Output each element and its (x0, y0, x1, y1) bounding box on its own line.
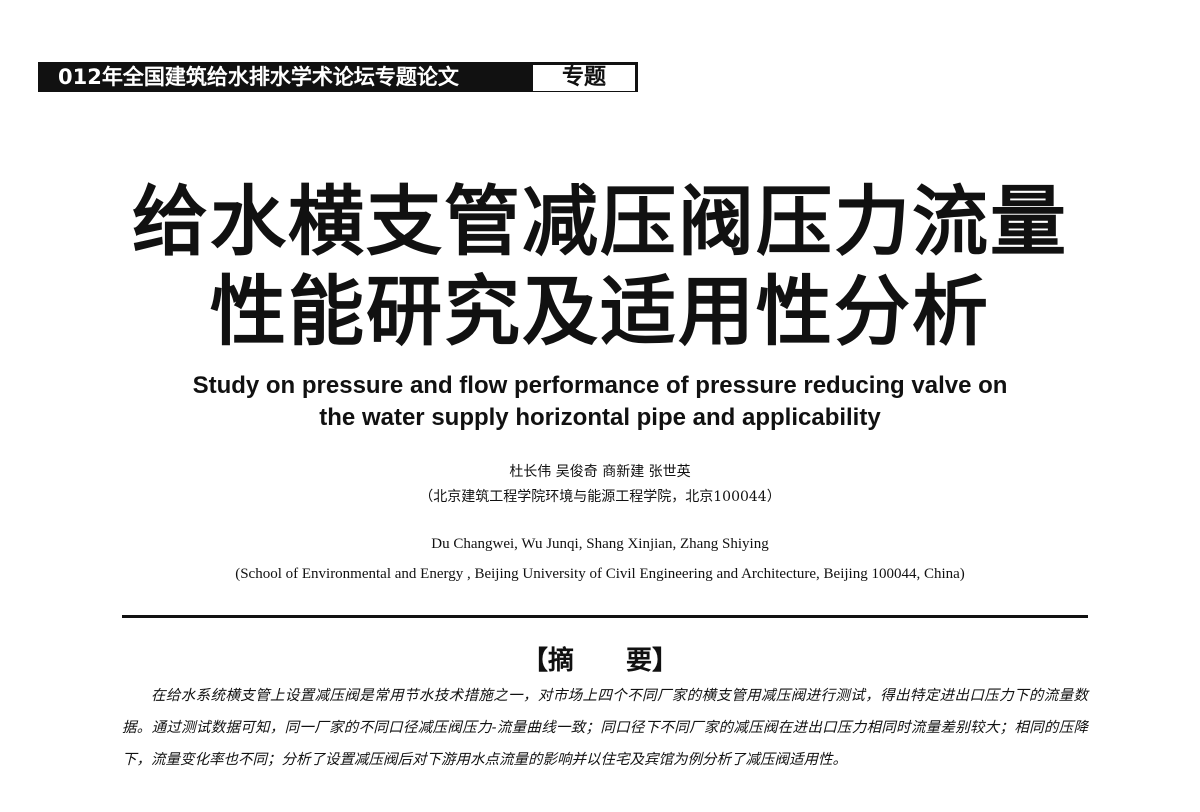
affiliation-cn: （北京建筑工程学院环境与能源工程学院，北京100044） (419, 489, 781, 505)
abstract-heading: 【摘 要】 (521, 646, 678, 676)
authors-en: Du Changwei, Wu Junqi, Shang Xinjian, Zh… (431, 536, 769, 552)
english-title-line1: Study on pressure and flow performance o… (192, 372, 1008, 399)
topic-label: 专题 (532, 64, 636, 92)
abstract-text: 在给水系统横支管上设置减压阀是常用节水技术措施之一，对市场上四个不同厂家的横支管… (122, 688, 1088, 768)
affiliation-en: (School of Environmental and Energy , Be… (235, 566, 965, 582)
journal-column-title: 012年全国建筑给水排水学术论坛专题论文 (58, 65, 459, 89)
paper-title-line1: 给水横支管减压阀压力流量 (132, 177, 1068, 266)
paper-title-line2: 性能研究及适用性分析 (210, 267, 990, 356)
english-title-line2: the water supply horizontal pipe and app… (319, 404, 881, 431)
authors-cn: 杜长伟 吴俊奇 商新建 张世英 (509, 464, 691, 480)
section-divider (122, 615, 1088, 618)
